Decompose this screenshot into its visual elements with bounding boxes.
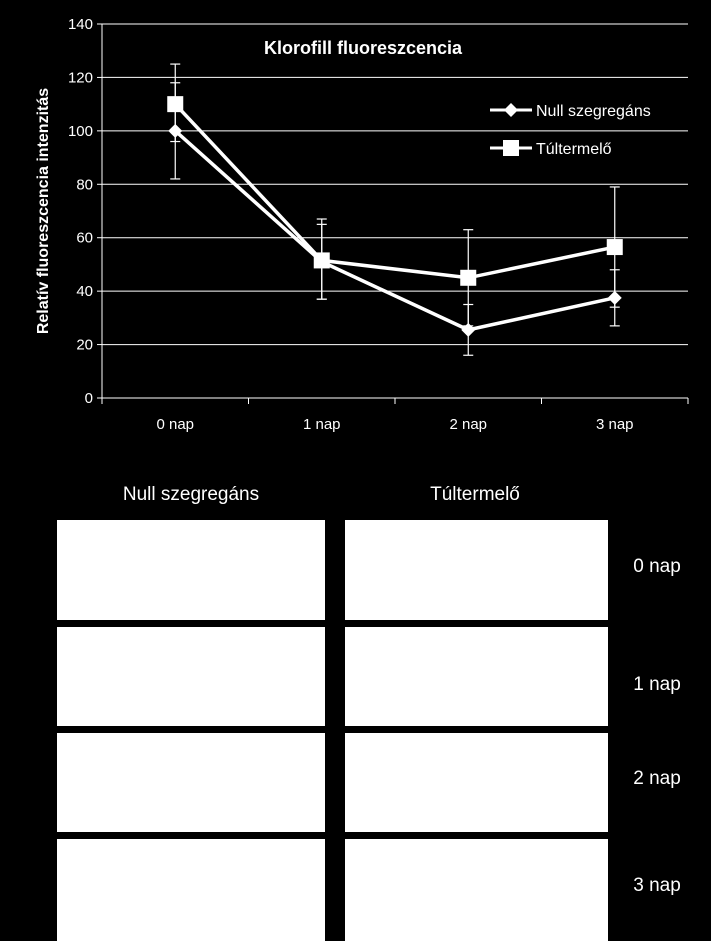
y-tick-label: 60 <box>76 230 93 247</box>
data-point <box>460 269 477 286</box>
image-panel-tul-3 <box>345 839 608 941</box>
row-label-3-nap: 3 nap <box>633 875 681 896</box>
data-point <box>606 239 623 256</box>
legend: Null szegregáns Túltermelő <box>490 103 651 158</box>
legend-marker <box>503 140 519 156</box>
data-point <box>168 123 183 138</box>
series-line <box>173 102 616 280</box>
data-point <box>607 290 622 305</box>
legend-label: Túltermelő <box>536 141 612 158</box>
y-tick-label: 140 <box>68 16 93 33</box>
data-point <box>461 322 476 337</box>
y-tick-label: 100 <box>68 123 93 140</box>
image-panel-null-2 <box>57 733 325 832</box>
y-tick-label: 40 <box>76 283 93 300</box>
x-tick-label: 2 nap <box>449 416 487 433</box>
legend-label: Null szegregáns <box>536 103 651 120</box>
image-panel-null-1 <box>57 627 325 726</box>
x-tick-label: 0 nap <box>156 416 194 433</box>
data-point <box>313 252 330 269</box>
axes: 0 20 40 60 80 100 120 140 0 nap 1 nap 2 nap 3 nap <box>68 16 689 433</box>
line-chart: 0 20 40 60 80 100 120 140 0 nap 1 nap 2 nap 3 nap K… <box>35 16 689 433</box>
series-line <box>174 129 616 332</box>
y-tick-label: 80 <box>76 176 93 193</box>
series-layer <box>167 63 623 356</box>
y-axis-label: Relatív fluoreszcencia intenzitás <box>35 88 52 334</box>
image-panel-null-3 <box>57 839 325 941</box>
image-panel-null-0 <box>57 520 325 620</box>
column-header-null-szegregans: Null szegregáns <box>122 484 260 505</box>
x-tick-label: 3 nap <box>596 416 634 433</box>
x-tick-label: 1 nap <box>303 416 341 433</box>
row-label-2-nap: 2 nap <box>633 768 681 789</box>
image-panel-tul-1 <box>345 627 608 726</box>
y-tick-label: 120 <box>68 69 93 86</box>
legend-marker <box>504 103 518 117</box>
y-tick-label: 0 <box>85 390 93 407</box>
image-panel-tul-0 <box>345 520 608 620</box>
y-tick-label: 20 <box>76 337 93 354</box>
column-header-tultermelo: Túltermelő <box>430 484 520 505</box>
image-panel-tul-2 <box>345 733 608 832</box>
chart-title: Klorofill fluoreszcencia <box>264 38 463 58</box>
data-point <box>167 96 184 113</box>
row-label-0-nap: 0 nap <box>633 556 681 577</box>
row-label-1-nap: 1 nap <box>633 674 681 695</box>
